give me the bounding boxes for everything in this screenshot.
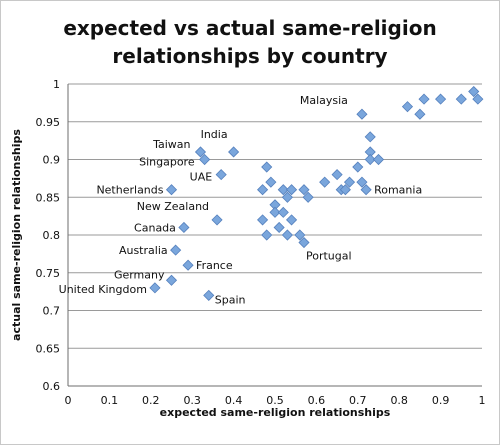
scatter-point bbox=[331, 169, 343, 181]
point-label: Canada bbox=[134, 221, 176, 234]
scatter-point bbox=[215, 169, 227, 181]
scatter-point bbox=[339, 184, 351, 196]
x-tick-label: 0.1 bbox=[101, 394, 119, 407]
scatter-point bbox=[298, 236, 310, 249]
y-tick-label: 0.85 bbox=[36, 191, 61, 204]
tick-labels: 0.6 0.65 0.7 0.75 0.8 0.85 0.9 0.95 1 0 0.1 0.2 0.3 0… bbox=[36, 78, 486, 407]
scatter-point bbox=[352, 161, 364, 173]
y-tick-label: 0.65 bbox=[36, 342, 61, 355]
point-label: Singapore bbox=[139, 156, 195, 169]
scatter-point bbox=[435, 93, 447, 105]
point-label: Germany bbox=[114, 268, 165, 281]
y-tick-label: 0.8 bbox=[43, 229, 61, 242]
x-tick-label: 0 bbox=[65, 394, 72, 407]
scatter-point bbox=[149, 282, 161, 294]
point-label: Taiwan bbox=[152, 138, 190, 151]
scatter-point bbox=[261, 161, 273, 173]
point-label: Spain bbox=[215, 293, 246, 306]
point-label: UAE bbox=[190, 171, 213, 184]
chart-title-line-1: expected vs actual same-religion bbox=[63, 16, 437, 40]
scatter-point bbox=[285, 184, 298, 196]
data-points bbox=[149, 85, 484, 301]
point-label: Australia bbox=[119, 244, 168, 257]
scatter-point bbox=[228, 146, 240, 158]
chart-title: expected vs actual same-religion relatio… bbox=[0, 14, 500, 70]
scatter-point bbox=[364, 131, 376, 143]
x-tick-label: 0.7 bbox=[349, 394, 367, 407]
point-label: Malaysia bbox=[300, 94, 348, 107]
scatter-point bbox=[285, 214, 298, 226]
point-label: Portugal bbox=[306, 250, 352, 263]
scatter-point bbox=[182, 259, 194, 271]
point-label: France bbox=[196, 259, 233, 272]
point-label: Romania bbox=[374, 184, 422, 197]
scatter-point bbox=[360, 184, 372, 196]
x-tick-label: 0.3 bbox=[183, 394, 201, 407]
scatter-point bbox=[178, 221, 190, 234]
scatter-point bbox=[194, 146, 207, 158]
x-tick-label: 0.8 bbox=[390, 394, 408, 407]
y-tick-label: 0.75 bbox=[36, 267, 61, 280]
scatter-point bbox=[319, 176, 331, 188]
scatter-point bbox=[261, 229, 273, 241]
x-tick-label: 0.4 bbox=[225, 394, 243, 407]
scatter-point bbox=[265, 176, 277, 188]
scatter-point bbox=[199, 153, 211, 166]
axes bbox=[67, 84, 482, 387]
scatter-point bbox=[281, 229, 293, 241]
scatter-point bbox=[298, 184, 310, 196]
scatter-point bbox=[455, 93, 467, 105]
scatter-point bbox=[257, 214, 269, 226]
scatter-point bbox=[401, 101, 414, 113]
point-label: India bbox=[201, 128, 228, 141]
y-tick-label: 0.7 bbox=[43, 305, 61, 318]
scatter-point bbox=[165, 274, 178, 286]
scatter-point bbox=[257, 184, 269, 196]
scatter-point bbox=[281, 191, 293, 203]
y-tick-label: 1 bbox=[53, 78, 60, 91]
y-tick-label: 0.9 bbox=[43, 154, 61, 167]
point-labels: United Kingdom Germany Australia Canada Fran… bbox=[59, 94, 423, 306]
x-tick-label: 1 bbox=[479, 394, 486, 407]
scatter-point bbox=[277, 206, 289, 218]
scatter-point bbox=[343, 176, 356, 188]
x-axis-title: expected same-religion relationships bbox=[160, 406, 391, 419]
point-label: New Zealand bbox=[137, 200, 209, 213]
chart-title-line-2: relationships by country bbox=[112, 44, 388, 68]
scatter-point bbox=[203, 289, 215, 301]
x-tick-label: 0.9 bbox=[432, 394, 450, 407]
y-tick-label: 0.95 bbox=[36, 116, 61, 129]
scatter-point bbox=[472, 93, 484, 105]
y-axis-title: actual same-religion relationships bbox=[10, 129, 23, 341]
scatter-point bbox=[277, 184, 289, 196]
scatter-point bbox=[294, 229, 306, 241]
scatter-point bbox=[418, 93, 430, 105]
scatter-point bbox=[414, 108, 426, 120]
point-label: Netherlands bbox=[96, 184, 163, 197]
scatter-point bbox=[302, 191, 314, 203]
scatter-point bbox=[211, 214, 223, 226]
scatter-point bbox=[356, 108, 368, 120]
y-tick-label: 0.6 bbox=[43, 380, 61, 393]
point-label: United Kingdom bbox=[59, 283, 147, 296]
scatter-point bbox=[364, 153, 376, 166]
scatter-point bbox=[165, 184, 178, 196]
x-tick-label: 0.2 bbox=[142, 394, 160, 407]
scatter-point bbox=[170, 244, 182, 256]
scatter-point bbox=[468, 85, 480, 98]
x-tick-label: 0.5 bbox=[266, 394, 284, 407]
grid-lines bbox=[68, 83, 482, 349]
scatter-point bbox=[269, 206, 281, 218]
scatter-point bbox=[273, 221, 285, 234]
scatter-point bbox=[356, 176, 368, 188]
x-tick-label: 0.6 bbox=[308, 394, 326, 407]
scatter-point bbox=[372, 153, 385, 166]
